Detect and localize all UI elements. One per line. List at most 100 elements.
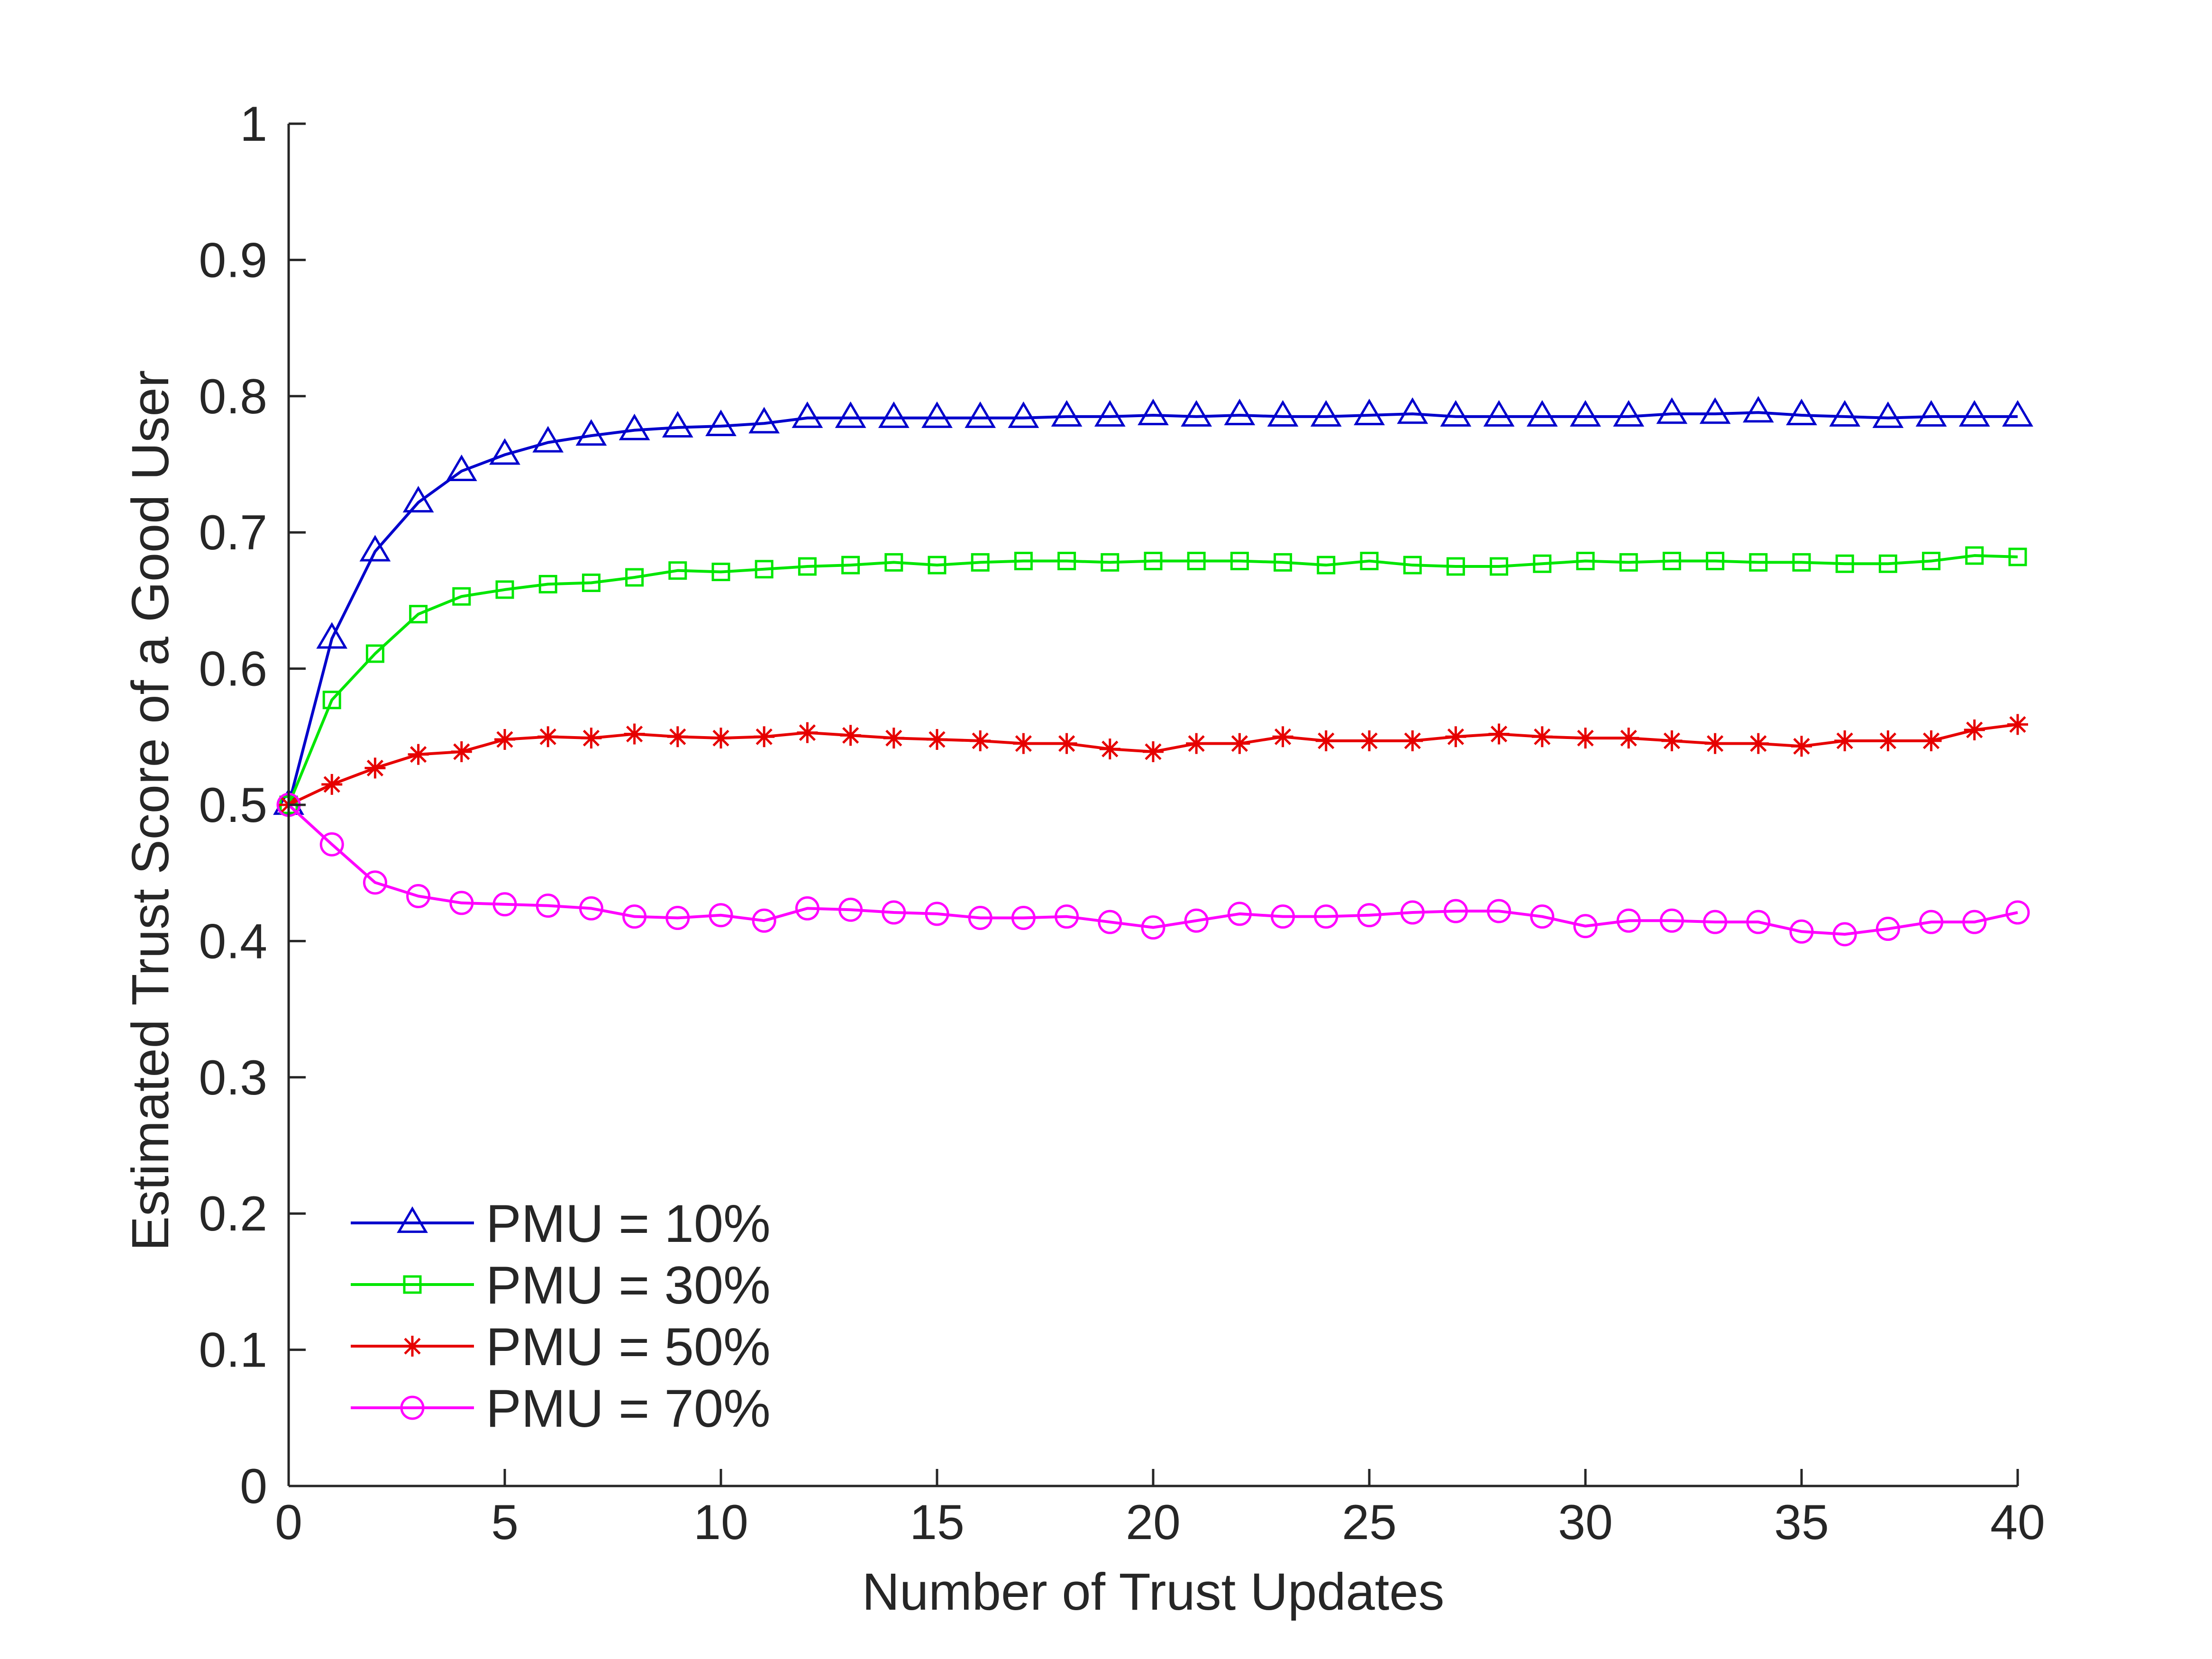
data-point-square [1576,552,1595,571]
data-point-square [928,556,947,574]
data-point-circle [319,832,344,857]
data-point-triangle [359,535,391,562]
legend-label: PMU = 30% [486,1256,771,1315]
data-point-circle [1919,910,1944,934]
y-tick-label: 1 [240,97,267,152]
x-tick-label: 20 [1126,1495,1181,1550]
legend-marker-star [402,1336,423,1357]
data-point-square [798,557,817,576]
data-point-star [1229,733,1250,754]
y-tick-label: 0.2 [199,1186,267,1241]
data-point-circle [709,903,733,928]
data-point-circle [406,884,431,909]
data-point-triangle [1958,400,1990,427]
y-tick-label: 0.8 [199,369,267,424]
data-point-star [1575,728,1596,749]
data-point-star [1704,733,1726,754]
axes-layer: 0 5 10 15 20 25 30 35 40 0 0.1 0.2 0.3 0.4 0.5 0.6 0.7 0.… [199,97,2045,1550]
series-1 [273,396,2033,815]
x-tick-label: 35 [1774,1495,1829,1550]
data-point-circle [882,900,906,925]
data-point-circle [492,892,517,917]
data-point-star [1445,726,1466,747]
data-point-square [1792,553,1811,572]
x-tick-label: 40 [1990,1495,2045,1550]
data-point-triangle [619,413,650,440]
data-point-circle [449,891,474,915]
data-point-triangle [662,410,693,438]
series-line [287,803,2018,936]
data-point-triangle [446,454,477,481]
data-point-square [1274,553,1293,572]
data-point-square [1965,546,1984,565]
data-point-circle [1011,906,1036,930]
legend-item: PMU = 30% [351,1256,771,1315]
data-point-triangle [1267,400,1299,427]
data-point-star [797,722,818,743]
data-point-square [1360,552,1379,571]
data-point-square [495,580,514,599]
data-point-triangle [1440,400,1472,427]
data-point-circle [838,897,863,922]
series-4 [276,793,2030,947]
data-point-star [364,757,386,779]
data-point-star [927,729,947,750]
data-point-star [710,728,731,749]
data-point-star [1964,719,1985,740]
y-tick-label: 0.1 [199,1323,267,1378]
data-point-square [625,568,644,587]
legend: PMU = 10%PMU = 30%PMU = 50%PMU = 70% [351,1194,771,1438]
data-point-triangle [1570,400,1601,427]
data-point-triangle [1829,400,1861,427]
data-point-triangle [1094,400,1126,427]
y-tick-label: 0 [240,1459,267,1514]
legend-label: PMU = 10% [486,1194,771,1253]
series-line [287,411,2018,805]
data-point-triangle [1613,400,1645,427]
data-point-triangle [1181,400,1212,427]
data-point-star [1186,733,1207,754]
data-point-star [840,725,861,746]
data-point-triangle [1483,400,1515,427]
data-point-star [1013,733,1034,754]
data-point-triangle [489,438,520,465]
data-point-star [494,729,515,750]
data-point-circle [579,896,603,921]
data-point-star [1661,730,1683,751]
data-point-circle [1357,903,1382,928]
legend-marker-circle [400,1395,425,1420]
data-point-triangle [1397,397,1429,424]
data-point-star [1272,726,1293,747]
data-point-circle [1098,910,1122,934]
legend-item: PMU = 50% [351,1317,771,1376]
data-point-star [1143,741,1164,762]
data-point-star [1359,730,1380,751]
data-point-square [322,691,341,710]
data-point-triangle [316,622,348,649]
data-point-square [1533,554,1552,573]
data-point-star [1402,730,1423,751]
data-point-square [1144,552,1163,571]
data-point-triangle [965,401,996,428]
data-point-square [538,574,557,593]
data-point-circle [1659,908,1684,933]
data-point-star [883,728,904,749]
data-point-circle [1055,904,1079,929]
data-point-circle [1314,904,1338,929]
data-point-triangle [1742,396,1774,423]
data-point-square [1619,553,1638,572]
data-point-square [711,563,730,582]
data-point-square [971,553,990,572]
data-point-star [1791,736,1812,757]
y-tick-label: 0.5 [199,778,267,833]
data-point-triangle [1872,401,1904,428]
data-point-triangle [1008,401,1039,428]
data-point-triangle [532,426,564,453]
data-point-star [408,744,429,765]
data-point-square [1317,556,1336,574]
data-point-star [1877,730,1899,751]
data-point-circle [363,870,387,895]
data-point-circle [1271,904,1295,929]
